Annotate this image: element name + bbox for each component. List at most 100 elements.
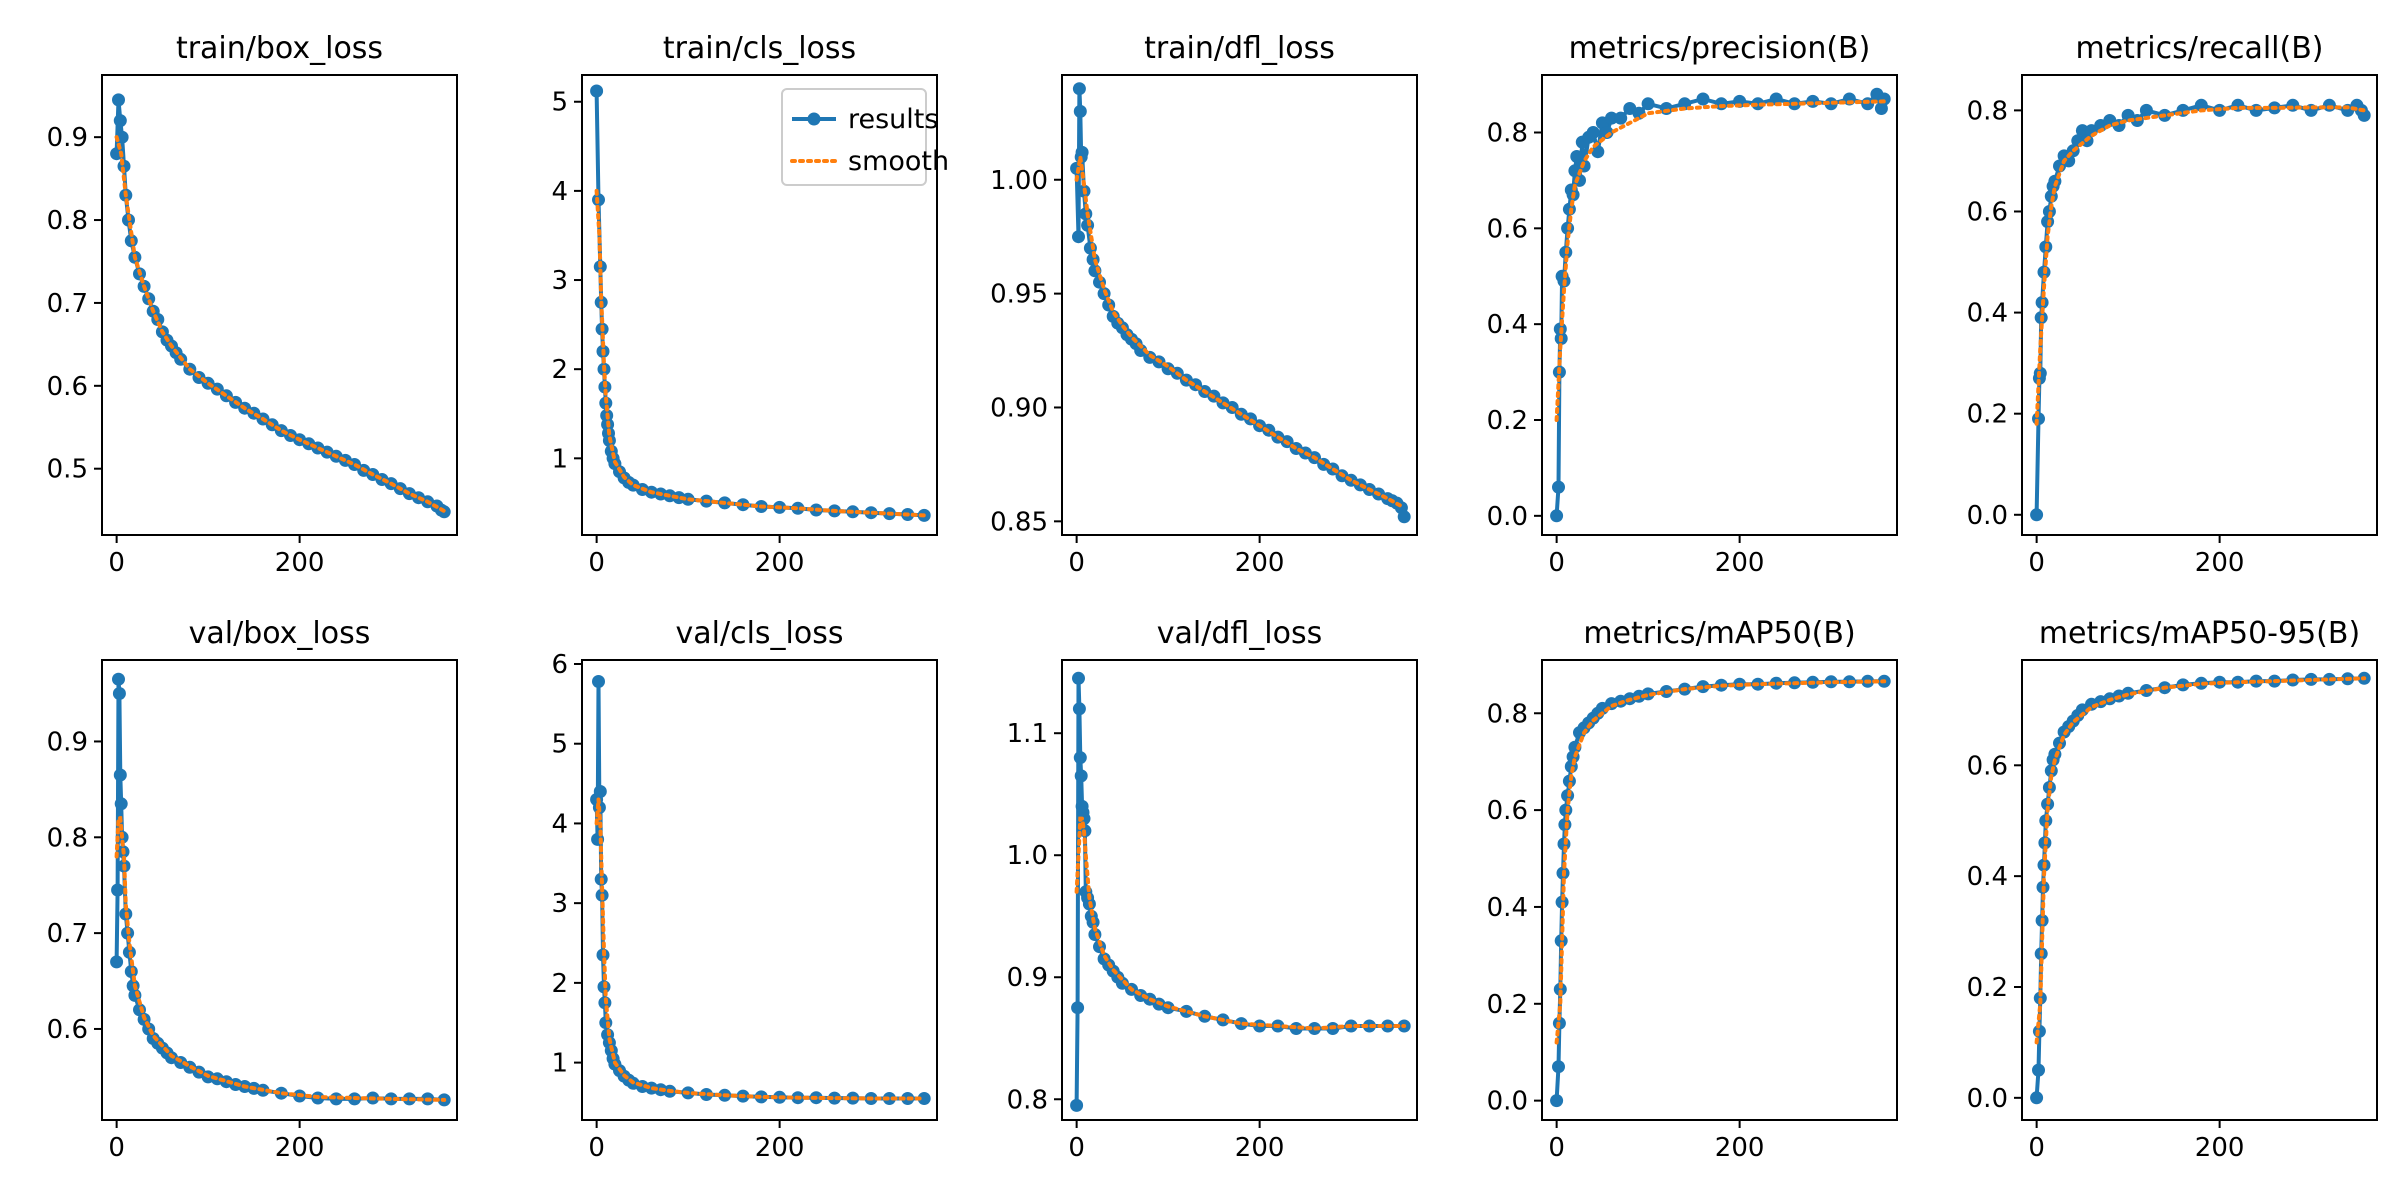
y-tick-label: 3: [551, 266, 568, 296]
results-point: [2286, 98, 2300, 112]
results-point: [112, 93, 125, 107]
subplot-title: train/cls_loss: [663, 31, 856, 66]
subplot-title: val/cls_loss: [676, 616, 844, 651]
results-point: [1552, 1060, 1565, 1074]
legend: results smooth: [781, 88, 949, 186]
axes-frame: [1061, 74, 1418, 536]
results-point: [1072, 702, 1086, 716]
results-point: [592, 675, 605, 688]
subplot-9: metrics/mAP50(B) 0 200 0.0 0.2 0.4 0.6 0.8: [1487, 616, 1898, 1163]
y-tick-label: 0.8: [1487, 699, 1528, 729]
y-tick-label: 0.7: [47, 289, 88, 319]
results-point: [2249, 103, 2263, 117]
y-tick-label: 1.0: [1007, 841, 1048, 871]
results-point: [1552, 480, 1565, 494]
results-point: [1071, 1001, 1085, 1015]
y-tick-label: 0.8: [47, 823, 88, 853]
axes-frame: [1541, 74, 1898, 536]
smooth-line: [1074, 156, 1407, 510]
results-point: [2249, 674, 2263, 688]
results-point: [2075, 124, 2089, 138]
axes-frame: [2021, 74, 2378, 536]
subplot-title: train/box_loss: [176, 31, 383, 66]
plot-area: [2030, 98, 2371, 522]
axes-frame: [581, 659, 938, 1121]
subplot-title: metrics/precision(B): [1569, 31, 1871, 66]
y-tick-label: 0.9: [1007, 963, 1048, 993]
y-tick-label: 4: [551, 177, 568, 207]
y-tick-label: 0.6: [1487, 214, 1528, 244]
results-point: [1586, 126, 1600, 139]
y-tick-label: 2: [551, 355, 568, 385]
y-tick-label: 0.0: [1967, 1084, 2008, 1114]
axes-frame: [101, 74, 458, 536]
y-tick-label: 4: [551, 809, 568, 839]
axes-frame: [581, 74, 938, 536]
plot-area: [1550, 87, 1891, 523]
subplot-7: val/cls_loss 0 200 1 2 3 4 5 6: [551, 616, 938, 1163]
results-point: [1877, 92, 1891, 106]
axes-frame: [1061, 659, 1418, 1121]
y-tick-label: 6: [551, 650, 568, 680]
results-point: [1179, 1004, 1193, 1018]
results-point: [1072, 82, 1086, 96]
subplot-title: metrics/mAP50-95(B): [2039, 616, 2360, 651]
results-point: [736, 498, 750, 512]
results-point: [1550, 1094, 1564, 1108]
y-tick-label: 0.5: [47, 455, 88, 485]
plot-area: [2030, 671, 2371, 1105]
x-tick-label: 0: [108, 1133, 125, 1163]
results-point: [1591, 145, 1605, 159]
subplot-title: metrics/recall(B): [2075, 31, 2323, 66]
axes-frame: [2021, 659, 2378, 1121]
plot-area: [590, 84, 931, 522]
results-point: [1072, 230, 1085, 244]
results-point: [112, 672, 125, 686]
smooth-line: [594, 188, 927, 518]
results-point: [2139, 103, 2153, 117]
results-point: [111, 883, 125, 897]
y-tick-label: 0.0: [1487, 1087, 1528, 1117]
x-tick-label: 0: [588, 548, 605, 578]
y-tick-label: 0.0: [1967, 501, 2008, 531]
results-point: [2322, 98, 2336, 112]
y-tick-label: 0.2: [1487, 990, 1528, 1020]
y-tick-label: 0.2: [1967, 973, 2008, 1003]
y-tick-label: 0.6: [1967, 197, 2008, 227]
y-tick-label: 0.8: [47, 206, 88, 236]
x-tick-label: 0: [1068, 1133, 1085, 1163]
results-point: [917, 1092, 931, 1105]
y-tick-label: 0.0: [1487, 502, 1528, 532]
x-tick-label: 0: [1068, 548, 1085, 578]
y-tick-label: 0.8: [1967, 96, 2008, 126]
y-tick-label: 0.4: [1967, 299, 2008, 329]
x-tick-label: 200: [1715, 548, 1765, 578]
x-tick-label: 200: [2195, 548, 2245, 578]
y-tick-label: 1: [551, 1049, 568, 1079]
subplot-2: train/cls_loss 0 200 1 2 3 4 5 results smooth: [551, 31, 949, 578]
legend-results-marker: [807, 112, 821, 126]
results-point: [1641, 97, 1655, 111]
y-tick-label: 0.2: [1967, 400, 2008, 430]
plot-area: [110, 672, 451, 1107]
y-tick-label: 0.8: [1487, 119, 1528, 149]
results-point: [2062, 154, 2076, 168]
plot-area: [1070, 671, 1411, 1112]
results-point: [1570, 150, 1584, 163]
y-tick-label: 0.4: [1967, 862, 2008, 892]
y-tick-label: 3: [551, 889, 568, 919]
x-tick-label: 200: [1235, 1133, 1285, 1163]
x-tick-label: 200: [2195, 1133, 2245, 1163]
smooth-line: [2034, 105, 2367, 426]
plot-area: [1550, 674, 1891, 1108]
results-point: [2030, 508, 2044, 522]
x-tick-label: 0: [1548, 1133, 1565, 1163]
x-tick-label: 200: [755, 1133, 805, 1163]
y-tick-label: 1.00: [990, 166, 1048, 196]
x-tick-label: 200: [1715, 1133, 1765, 1163]
smooth-line: [2034, 676, 2367, 1045]
y-tick-label: 0.9: [47, 727, 88, 757]
subplot-title: train/dfl_loss: [1144, 31, 1335, 66]
subplot-1: train/box_loss 0 200 0.5 0.6 0.7 0.8 0.9: [47, 31, 458, 578]
